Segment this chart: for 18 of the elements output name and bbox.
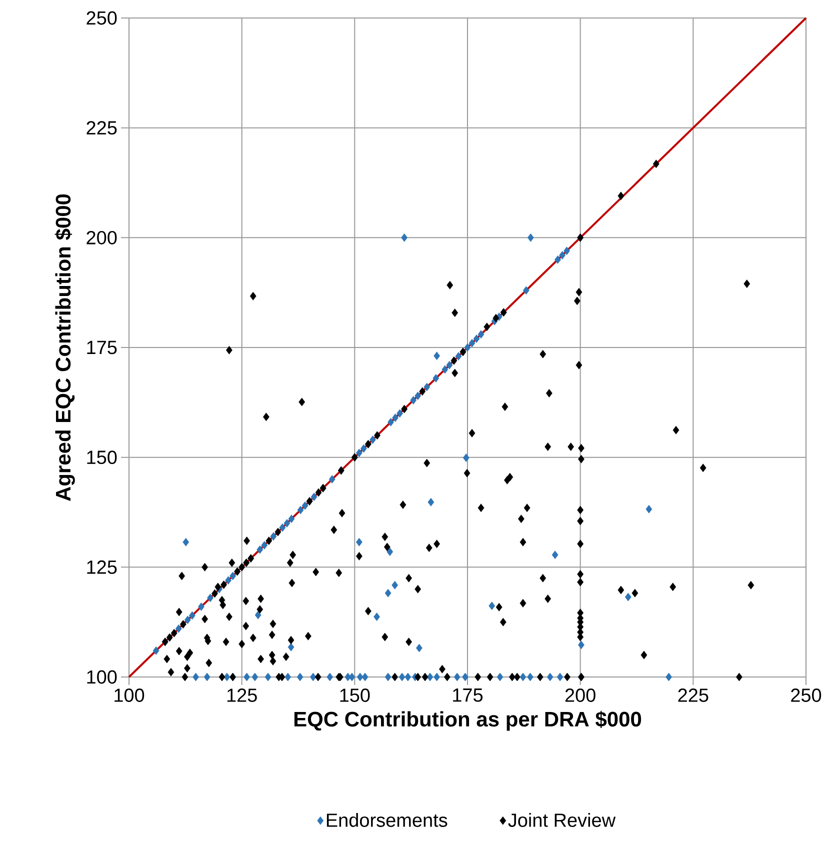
y-tick-label: 175 bbox=[87, 340, 117, 354]
legend-label: Joint Review bbox=[508, 812, 616, 827]
y-tick-label: 150 bbox=[87, 450, 117, 464]
x-tick-label: 150 bbox=[340, 688, 370, 702]
x-tick-label: 125 bbox=[227, 688, 257, 702]
legend-label: Endorsements bbox=[326, 812, 448, 827]
y-tick-label: 200 bbox=[86, 230, 117, 244]
x-tick-label: 200 bbox=[565, 688, 596, 702]
x-tick-label: 225 bbox=[678, 688, 708, 702]
x-tick-label: 100 bbox=[114, 688, 144, 702]
y-axis-title: Agreed EQC Contribution $000 bbox=[54, 194, 75, 501]
x-axis-title: EQC Contribution as per DRA $000 bbox=[294, 710, 642, 731]
x-tick-label: 250 bbox=[791, 688, 822, 702]
y-tick-label: 125 bbox=[87, 560, 117, 574]
y-tick-label: 225 bbox=[86, 121, 117, 135]
x-tick-label: 175 bbox=[453, 688, 483, 702]
y-tick-label: 100 bbox=[87, 670, 117, 684]
y-tick-label: 250 bbox=[86, 11, 117, 25]
